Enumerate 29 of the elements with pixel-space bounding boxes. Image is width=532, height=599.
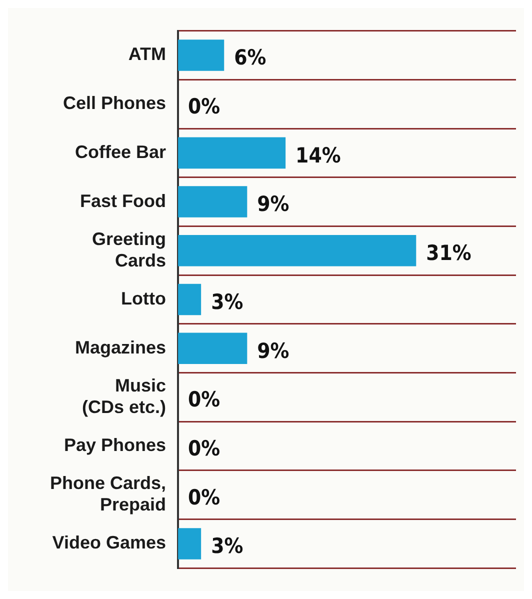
y-tick-label: Coffee Bar — [74, 142, 166, 162]
y-tick-label: Cell Phones — [62, 93, 166, 114]
bar — [178, 528, 202, 560]
y-tick-label: Magazines — [74, 337, 166, 358]
bar — [178, 284, 202, 316]
data-label: 0% — [188, 388, 220, 412]
data-label: 31% — [426, 241, 472, 266]
data-label: 0% — [188, 94, 220, 119]
y-tick-label: Video Games — [52, 532, 166, 553]
data-label: 0% — [188, 485, 220, 510]
data-label: 3% — [211, 534, 244, 558]
bar — [178, 137, 286, 169]
bar — [178, 186, 248, 218]
y-tick-label: Fast Food — [80, 190, 166, 211]
y-tick-label: Lotto — [121, 288, 166, 308]
data-label: 9% — [257, 338, 290, 363]
y-tick-label: ATM — [128, 44, 166, 64]
data-label: 9% — [257, 192, 290, 216]
y-tick-label: Pay Phones — [64, 435, 166, 456]
y-tick-label: Phone Cards, Prepaid — [50, 473, 166, 515]
data-label: 14% — [296, 143, 341, 168]
bar — [178, 235, 416, 266]
data-label: 6% — [234, 46, 266, 70]
data-label: 3% — [211, 290, 244, 314]
bar — [178, 332, 248, 364]
y-tick-label: Music (CDs etc.) — [82, 375, 166, 417]
bar — [178, 40, 224, 71]
data-label: 0% — [188, 436, 220, 461]
y-tick-label: Greeting Cards — [92, 228, 166, 270]
